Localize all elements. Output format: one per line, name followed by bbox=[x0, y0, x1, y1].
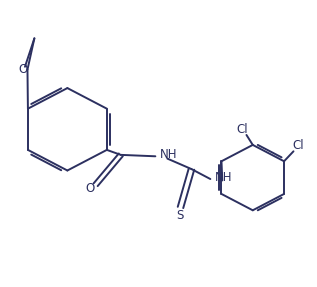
Text: Cl: Cl bbox=[292, 139, 304, 152]
Text: NH: NH bbox=[214, 171, 232, 184]
Text: O: O bbox=[85, 182, 95, 195]
Text: Cl: Cl bbox=[236, 123, 248, 136]
Text: S: S bbox=[176, 210, 183, 222]
Text: O: O bbox=[18, 63, 27, 76]
Text: NH: NH bbox=[160, 148, 178, 161]
